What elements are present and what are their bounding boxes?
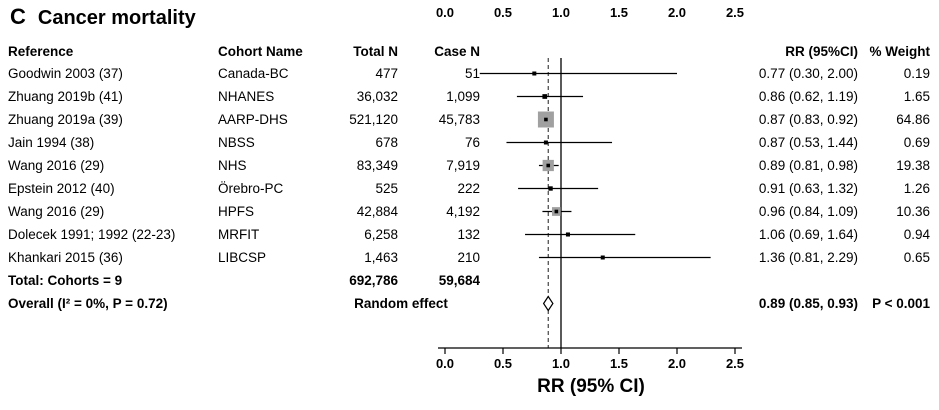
study-total-n: 42,884 xyxy=(356,204,398,219)
study-reference: Zhuang 2019a (39) xyxy=(8,112,123,127)
total-label: Total: Cohorts = 9 xyxy=(8,273,123,288)
table-row: Wang 2016 (29) NHS 83,349 7,919 0.89 (0.81, … xyxy=(0,154,939,177)
study-reference: Epstein 2012 (40) xyxy=(8,181,115,196)
total-row: Total: Cohorts = 9 692,786 59,684 xyxy=(0,269,939,292)
study-weight: 19.38 xyxy=(896,158,930,173)
top-axis-tick-label: 0.5 xyxy=(494,5,512,20)
header-reference: Reference xyxy=(8,44,74,59)
study-reference: Jain 1994 (38) xyxy=(8,135,95,150)
study-weight: 0.69 xyxy=(903,135,930,150)
study-cohort: NBSS xyxy=(218,135,255,150)
header-case-n: Case N xyxy=(434,44,480,59)
study-cohort: NHS xyxy=(218,158,247,173)
header-rr-ci: RR (95%CI) xyxy=(785,44,858,59)
table-row: Zhuang 2019a (39) AARP-DHS 521,120 45,783 0.… xyxy=(0,108,939,131)
x-axis-label: RR (95% CI) xyxy=(537,376,645,397)
study-reference: Dolecek 1991; 1992 (22-23) xyxy=(8,227,176,242)
overall-label: Overall (I² = 0%, P = 0.72) xyxy=(8,296,168,311)
header-total-n: Total N xyxy=(353,44,398,59)
study-weight: 1.65 xyxy=(903,89,930,104)
bottom-axis-tick-label: 0.5 xyxy=(494,356,512,371)
study-weight: 0.65 xyxy=(903,250,930,265)
study-weight: 0.19 xyxy=(903,66,930,81)
table-row: Wang 2016 (29) HPFS 42,884 4,192 0.96 (0.84,… xyxy=(0,200,939,223)
study-weight: 1.26 xyxy=(903,181,930,196)
study-case-n: 132 xyxy=(457,227,480,242)
header-cohort-name: Cohort Name xyxy=(218,44,303,59)
bottom-axis-tick-label: 1.5 xyxy=(610,356,628,371)
study-weight: 0.94 xyxy=(903,227,930,242)
study-cohort: NHANES xyxy=(218,89,275,104)
study-rr-ci: 0.87 (0.53, 1.44) xyxy=(758,135,858,150)
study-total-n: 477 xyxy=(375,66,398,81)
overall-p-value: P < 0.001 xyxy=(872,296,930,311)
top-axis-tick-label: 2.5 xyxy=(726,5,744,20)
study-cohort: LIBCSP xyxy=(218,250,267,265)
figure-title: Cancer mortality xyxy=(37,7,196,29)
study-total-n: 83,349 xyxy=(356,158,398,173)
table-row: Jain 1994 (38) NBSS 678 76 0.87 (0.53, 1.44)… xyxy=(0,131,939,154)
case-n-sum: 59,684 xyxy=(438,273,480,288)
study-case-n: 76 xyxy=(464,135,480,150)
top-axis-tick-label: 0.0 xyxy=(436,5,454,20)
study-rr-ci: 0.86 (0.62, 1.19) xyxy=(758,89,858,104)
total-n-sum: 692,786 xyxy=(349,273,398,288)
header-weight: % Weight xyxy=(869,44,931,59)
table-row: Goodwin 2003 (37) Canada-BC 477 51 0.77 (0.3… xyxy=(0,62,939,85)
study-total-n: 1,463 xyxy=(364,250,398,265)
study-total-n: 525 xyxy=(375,181,398,196)
study-case-n: 4,192 xyxy=(446,204,480,219)
study-reference: Wang 2016 (29) xyxy=(8,204,105,219)
study-weight: 10.36 xyxy=(896,204,930,219)
study-rr-ci: 0.77 (0.30, 2.00) xyxy=(758,66,858,81)
study-reference: Khankari 2015 (36) xyxy=(8,250,123,265)
bottom-axis-tick-label: 1.0 xyxy=(552,356,570,371)
study-rr-ci: 0.96 (0.84, 1.09) xyxy=(758,204,858,219)
study-weight: 64.86 xyxy=(896,112,930,127)
table-row: Epstein 2012 (40) Örebro-PC 525 222 0.91 (0.… xyxy=(0,177,939,200)
table-row: Khankari 2015 (36) LIBCSP 1,463 210 1.36 (0.… xyxy=(0,246,939,269)
study-cohort: Örebro-PC xyxy=(218,181,284,196)
table-row: Zhuang 2019b (41) NHANES 36,032 1,099 0.86 (… xyxy=(0,85,939,108)
top-axis-tick-label: 2.0 xyxy=(668,5,686,20)
study-total-n: 678 xyxy=(375,135,398,150)
study-rr-ci: 1.06 (0.69, 1.64) xyxy=(758,227,858,242)
top-axis-tick-label: 1.5 xyxy=(610,5,628,20)
study-total-n: 6,258 xyxy=(364,227,398,242)
study-reference: Wang 2016 (29) xyxy=(8,158,105,173)
study-case-n: 45,783 xyxy=(438,112,480,127)
study-case-n: 210 xyxy=(457,250,480,265)
study-case-n: 1,099 xyxy=(446,89,480,104)
study-case-n: 222 xyxy=(457,181,480,196)
study-reference: Zhuang 2019b (41) xyxy=(8,89,123,104)
overall-rr-ci: 0.89 (0.85, 0.93) xyxy=(758,296,858,311)
bottom-axis-tick-label: 0.0 xyxy=(436,356,454,371)
study-total-n: 36,032 xyxy=(356,89,398,104)
study-rr-ci: 0.89 (0.81, 0.98) xyxy=(758,158,858,173)
bottom-axis-tick-label: 2.5 xyxy=(726,356,744,371)
study-cohort: MRFIT xyxy=(218,227,260,242)
overall-row: Overall (I² = 0%, P = 0.72) Random effect… xyxy=(0,292,939,315)
study-cohort: Canada-BC xyxy=(218,66,289,81)
overall-effect-model: Random effect xyxy=(354,296,448,311)
study-cohort: HPFS xyxy=(218,204,255,219)
figure-header: C Cancer mortality xyxy=(10,4,196,30)
bottom-axis-tick-label: 2.0 xyxy=(668,356,686,371)
table-header-row: Reference Cohort Name Total N Case N RR … xyxy=(0,40,939,63)
panel-label: C xyxy=(10,4,26,29)
study-case-n: 7,919 xyxy=(446,158,480,173)
study-case-n: 51 xyxy=(464,66,480,81)
table-row: Dolecek 1991; 1992 (22-23) MRFIT 6,258 132 1… xyxy=(0,223,939,246)
study-rr-ci: 0.91 (0.63, 1.32) xyxy=(758,181,858,196)
top-axis-tick-label: 1.0 xyxy=(552,5,570,20)
study-cohort: AARP-DHS xyxy=(218,112,288,127)
study-reference: Goodwin 2003 (37) xyxy=(8,66,123,81)
study-rr-ci: 1.36 (0.81, 2.29) xyxy=(758,250,858,265)
study-total-n: 521,120 xyxy=(349,112,398,127)
study-rr-ci: 0.87 (0.83, 0.92) xyxy=(758,112,858,127)
